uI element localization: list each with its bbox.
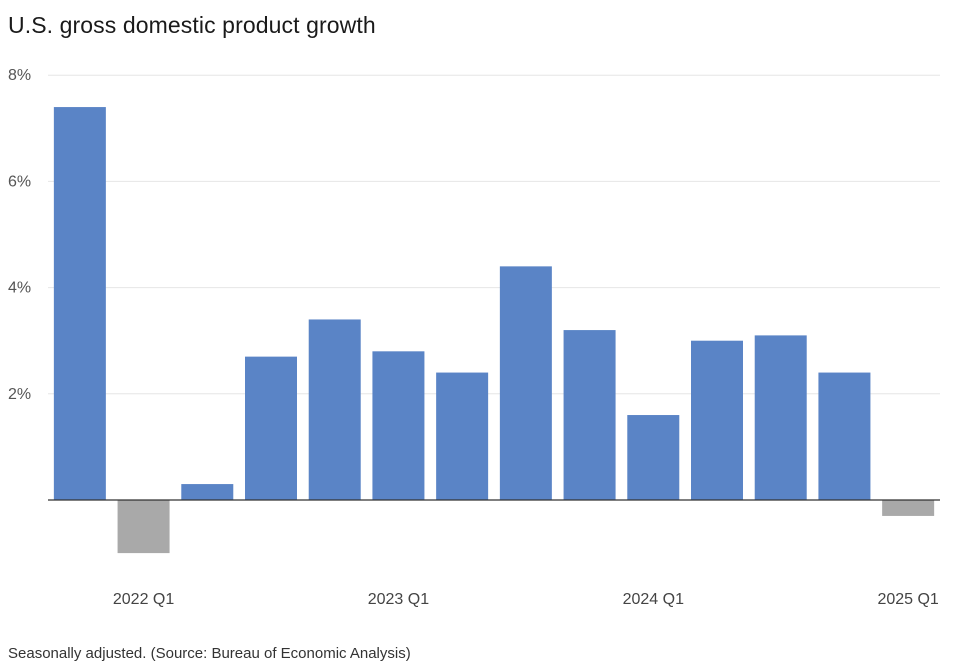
bar-2023-q1	[372, 351, 425, 500]
bars	[53, 107, 935, 554]
y-tick-label: 2%	[8, 386, 31, 403]
bar-2023-q3	[499, 266, 552, 500]
source-note: Seasonally adjusted. (Source: Bureau of …	[8, 645, 411, 662]
bar-2025-q1	[882, 500, 935, 516]
bar-2022-q3	[245, 356, 297, 500]
chart-title: U.S. gross domestic product growth	[8, 12, 376, 38]
bar-2022-q1	[117, 500, 170, 554]
bar-2024-q4	[818, 372, 871, 500]
axes: 2% 4% 6% 8% 2022 Q1 2023 Q1 2024 Q1 2025 Q1	[8, 67, 940, 608]
bar-2021-q4	[53, 107, 106, 500]
bar-2022-q4	[308, 319, 361, 500]
x-tick-label: 2022 Q1	[113, 591, 174, 608]
bar-2024-q2	[691, 340, 743, 500]
x-tick-label: 2023 Q1	[368, 591, 429, 608]
y-tick-label: 4%	[8, 280, 31, 297]
bar-chart: 2% 4% 6% 8% 2022 Q1 2023 Q1 2024 Q1 2025 Q1	[8, 67, 940, 608]
bar-2023-q4	[563, 330, 616, 500]
bar-2024-q3	[754, 335, 807, 500]
y-tick-label: 6%	[8, 173, 31, 190]
bar-2024-q1	[627, 415, 680, 500]
y-tick-label: 8%	[8, 67, 31, 84]
x-tick-label: 2025 Q1	[877, 591, 938, 608]
bar-2023-q2	[436, 372, 489, 500]
bar-2022-q2	[181, 484, 234, 500]
x-tick-label: 2024 Q1	[623, 591, 684, 608]
